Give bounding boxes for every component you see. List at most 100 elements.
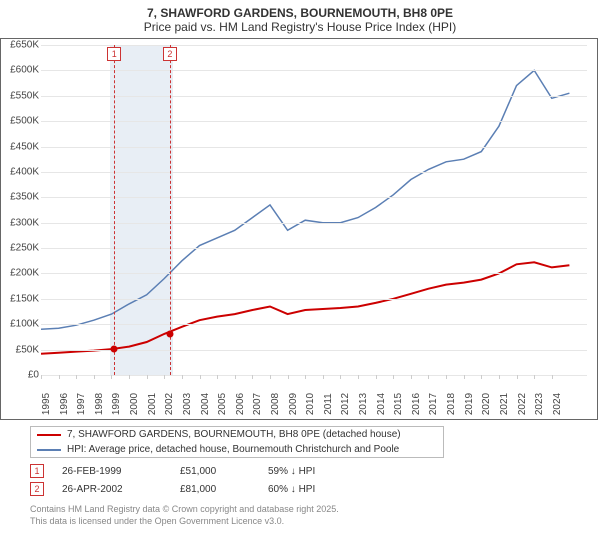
x-tick bbox=[252, 375, 253, 379]
x-axis-label: 2003 bbox=[182, 393, 193, 415]
title-line2: Price paid vs. HM Land Registry's House … bbox=[0, 20, 600, 34]
gridline bbox=[41, 375, 587, 376]
gridline bbox=[41, 350, 587, 351]
x-axis-label: 2010 bbox=[305, 393, 316, 415]
x-axis-label: 2002 bbox=[164, 393, 175, 415]
series-svg bbox=[41, 45, 587, 375]
y-axis-label: £300K bbox=[3, 217, 39, 228]
x-axis-label: 2018 bbox=[446, 393, 457, 415]
sale-date: 26-APR-2002 bbox=[62, 484, 162, 495]
x-axis-label: 2009 bbox=[288, 393, 299, 415]
legend: 7, SHAWFORD GARDENS, BOURNEMOUTH, BH8 0P… bbox=[30, 426, 444, 458]
sale-marker-icon: 2 bbox=[30, 482, 44, 496]
x-tick bbox=[534, 375, 535, 379]
x-axis-label: 2017 bbox=[428, 393, 439, 415]
y-axis-label: £50K bbox=[3, 344, 39, 355]
x-axis-label: 1996 bbox=[59, 393, 70, 415]
series-price-paid bbox=[41, 262, 569, 353]
x-axis-label: 1998 bbox=[94, 393, 105, 415]
series-hpi bbox=[41, 70, 569, 329]
x-tick bbox=[411, 375, 412, 379]
y-axis-label: £450K bbox=[3, 141, 39, 152]
gridline bbox=[41, 96, 587, 97]
x-tick bbox=[41, 375, 42, 379]
sale-row: 2 26-APR-2002 £81,000 60% ↓ HPI bbox=[30, 480, 600, 498]
gridline bbox=[41, 324, 587, 325]
sale-price: £81,000 bbox=[180, 484, 250, 495]
gridline bbox=[41, 121, 587, 122]
gridline bbox=[41, 223, 587, 224]
x-axis-label: 2011 bbox=[323, 393, 334, 415]
x-tick bbox=[376, 375, 377, 379]
legend-label: HPI: Average price, detached house, Bour… bbox=[67, 444, 399, 455]
footer-line2: This data is licensed under the Open Gov… bbox=[30, 516, 600, 528]
y-axis-label: £550K bbox=[3, 90, 39, 101]
x-tick bbox=[288, 375, 289, 379]
x-axis-label: 2001 bbox=[147, 393, 158, 415]
y-axis-label: £400K bbox=[3, 166, 39, 177]
x-tick bbox=[481, 375, 482, 379]
legend-item-price-paid: 7, SHAWFORD GARDENS, BOURNEMOUTH, BH8 0P… bbox=[31, 427, 443, 442]
x-tick bbox=[200, 375, 201, 379]
x-tick bbox=[94, 375, 95, 379]
x-tick bbox=[552, 375, 553, 379]
chart-container: £0£50K£100K£150K£200K£250K£300K£350K£400… bbox=[0, 38, 598, 420]
plot-area: £0£50K£100K£150K£200K£250K£300K£350K£400… bbox=[41, 45, 587, 375]
gridline bbox=[41, 172, 587, 173]
x-axis-label: 2012 bbox=[340, 393, 351, 415]
footer: Contains HM Land Registry data © Crown c… bbox=[30, 504, 600, 527]
event-vline bbox=[114, 45, 115, 375]
x-tick bbox=[182, 375, 183, 379]
footer-line1: Contains HM Land Registry data © Crown c… bbox=[30, 504, 600, 516]
x-axis-label: 2004 bbox=[200, 393, 211, 415]
x-axis-label: 2016 bbox=[411, 393, 422, 415]
x-tick bbox=[76, 375, 77, 379]
legend-label: 7, SHAWFORD GARDENS, BOURNEMOUTH, BH8 0P… bbox=[67, 429, 401, 440]
event-marker-icon: 1 bbox=[107, 47, 121, 61]
x-axis-label: 2024 bbox=[552, 393, 563, 415]
x-tick bbox=[340, 375, 341, 379]
sale-hpi: 60% ↓ HPI bbox=[268, 484, 358, 495]
x-tick bbox=[464, 375, 465, 379]
x-tick bbox=[217, 375, 218, 379]
event-dot-icon bbox=[111, 346, 118, 353]
x-tick bbox=[358, 375, 359, 379]
x-axis-label: 2008 bbox=[270, 393, 281, 415]
sale-row: 1 26-FEB-1999 £51,000 59% ↓ HPI bbox=[30, 462, 600, 480]
x-axis-label: 2013 bbox=[358, 393, 369, 415]
x-axis-label: 2020 bbox=[481, 393, 492, 415]
gridline bbox=[41, 273, 587, 274]
sale-date: 26-FEB-1999 bbox=[62, 466, 162, 477]
x-axis-label: 1995 bbox=[41, 393, 52, 415]
legend-item-hpi: HPI: Average price, detached house, Bour… bbox=[31, 442, 443, 457]
x-axis-label: 2006 bbox=[235, 393, 246, 415]
x-tick bbox=[499, 375, 500, 379]
y-axis-label: £250K bbox=[3, 243, 39, 254]
sale-price: £51,000 bbox=[180, 466, 250, 477]
chart-title: 7, SHAWFORD GARDENS, BOURNEMOUTH, BH8 0P… bbox=[0, 0, 600, 34]
y-axis-label: £100K bbox=[3, 319, 39, 330]
x-axis-label: 2021 bbox=[499, 393, 510, 415]
sale-marker-icon: 1 bbox=[30, 464, 44, 478]
x-axis-label: 1997 bbox=[76, 393, 87, 415]
y-axis-label: £0 bbox=[3, 370, 39, 381]
x-axis-label: 2005 bbox=[217, 393, 228, 415]
title-line1: 7, SHAWFORD GARDENS, BOURNEMOUTH, BH8 0P… bbox=[0, 6, 600, 20]
x-axis-label: 1999 bbox=[111, 393, 122, 415]
y-axis-label: £500K bbox=[3, 116, 39, 127]
event-marker-icon: 2 bbox=[163, 47, 177, 61]
gridline bbox=[41, 147, 587, 148]
y-axis-label: £150K bbox=[3, 293, 39, 304]
gridline bbox=[41, 45, 587, 46]
x-axis-label: 2022 bbox=[517, 393, 528, 415]
x-tick bbox=[446, 375, 447, 379]
x-tick bbox=[59, 375, 60, 379]
x-axis-label: 2023 bbox=[534, 393, 545, 415]
x-tick bbox=[235, 375, 236, 379]
x-axis-label: 2007 bbox=[252, 393, 263, 415]
x-axis-label: 2000 bbox=[129, 393, 140, 415]
x-axis-label: 2014 bbox=[376, 393, 387, 415]
x-tick bbox=[270, 375, 271, 379]
gridline bbox=[41, 248, 587, 249]
x-tick bbox=[305, 375, 306, 379]
